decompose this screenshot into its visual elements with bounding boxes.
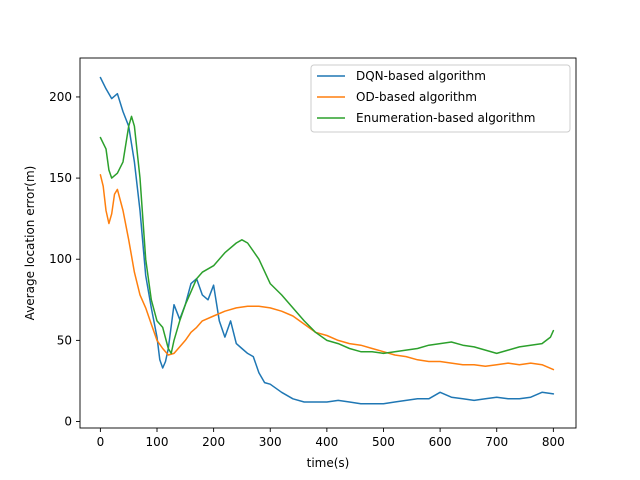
x-tick-label: 0	[97, 435, 105, 449]
x-tick-label: 200	[202, 435, 225, 449]
y-tick-label: 50	[57, 333, 72, 347]
ticks-layer: 0 100 200 300 400 500 600 700 800 0 50 100 150 200	[49, 90, 565, 449]
x-axis-label: time(s)	[307, 456, 350, 470]
x-tick-label: 500	[372, 435, 395, 449]
y-tick-label: 200	[49, 90, 72, 104]
x-tick-label: 300	[259, 435, 282, 449]
x-tick-label: 100	[146, 435, 169, 449]
x-tick-label: 800	[542, 435, 565, 449]
x-tick-label: 700	[485, 435, 508, 449]
legend-label-1: DQN-based algorithm	[356, 69, 486, 83]
legend-box	[310, 64, 571, 133]
series-layer	[99, 76, 555, 405]
y-tick-label: 100	[49, 252, 72, 266]
x-tick-label: 600	[429, 435, 452, 449]
y-axis-label: Average location error(m)	[23, 166, 37, 321]
series-line-2	[99, 174, 555, 371]
legend-label-3: Enumeration-based algorithm	[356, 111, 535, 125]
series-line-1	[99, 76, 555, 405]
legend-label-2: OD-based algorithm	[356, 90, 477, 104]
y-tick-label: 0	[64, 415, 72, 429]
legend-items: DQN-based algorithm OD-based algorithm Enu…	[317, 69, 535, 125]
plot-frame	[79, 57, 577, 429]
x-tick-label: 400	[315, 435, 338, 449]
legend: DQN-based algorithm OD-based algorithm Enu…	[310, 64, 571, 133]
y-tick-label: 150	[49, 171, 72, 185]
series-line-3	[99, 115, 555, 355]
